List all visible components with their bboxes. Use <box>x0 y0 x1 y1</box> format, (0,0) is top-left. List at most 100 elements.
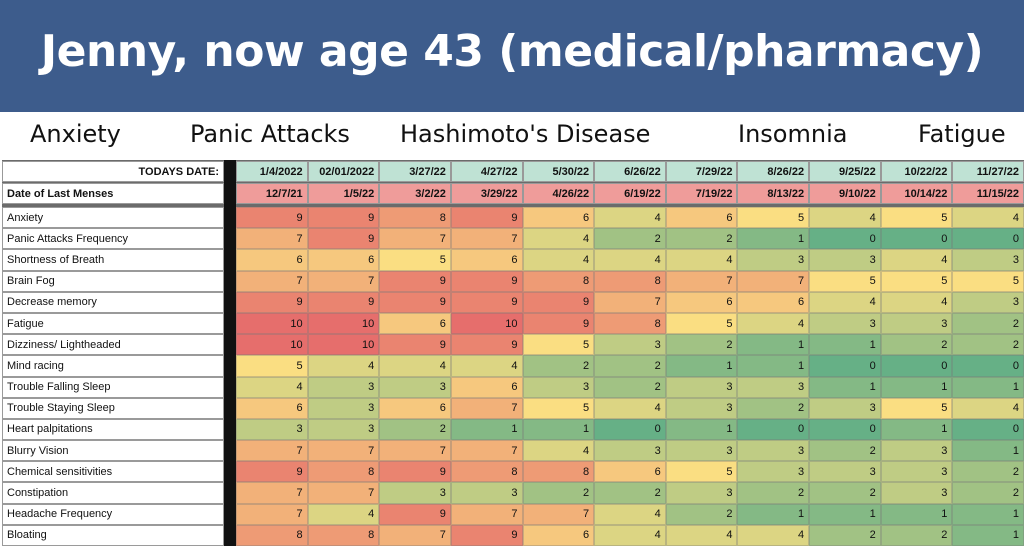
score-cell: 7 <box>450 440 523 462</box>
score-cell: 9 <box>307 228 380 250</box>
score-cell: 4 <box>809 207 881 229</box>
date-header-label: TODAYS DATE: <box>2 161 224 182</box>
score-cell: 9 <box>379 291 451 313</box>
score-cell: 0 <box>952 418 1024 441</box>
menses-cell: 9/10/22 <box>809 183 881 204</box>
score-cell: 6 <box>665 207 738 229</box>
row-label: Chemical sensitivities <box>2 461 224 483</box>
score-cell: 1 <box>952 524 1024 546</box>
score-cell: 3 <box>809 461 881 483</box>
score-cell: 0 <box>880 355 953 377</box>
date-cell: 9/25/22 <box>809 161 881 182</box>
score-cell: 3 <box>880 482 953 504</box>
score-cell: 4 <box>665 524 738 546</box>
score-cell: 10 <box>236 312 308 335</box>
menses-cell: 10/14/22 <box>880 183 953 204</box>
score-cell: 1 <box>952 440 1024 462</box>
score-cell: 3 <box>737 461 810 483</box>
score-cell: 3 <box>665 440 738 462</box>
score-cell: 1 <box>737 503 810 525</box>
score-cell: 2 <box>665 334 738 356</box>
menses-cell: 3/29/22 <box>450 183 523 204</box>
row-label: Heart palpitations <box>2 418 224 441</box>
score-cell: 3 <box>737 440 810 462</box>
row-label: Anxiety <box>2 207 224 229</box>
score-cell: 3 <box>737 376 810 398</box>
score-cell: 8 <box>594 270 666 292</box>
score-cell: 5 <box>809 270 881 292</box>
score-cell: 3 <box>665 376 738 398</box>
row-label: Brain Fog <box>2 270 224 292</box>
score-cell: 6 <box>522 524 595 546</box>
score-cell: 7 <box>737 270 810 292</box>
score-cell: 4 <box>450 355 523 377</box>
score-cell: 0 <box>737 418 810 441</box>
score-cell: 9 <box>379 334 451 356</box>
score-cell: 3 <box>809 397 881 419</box>
score-cell: 6 <box>379 312 451 335</box>
score-cell: 2 <box>665 503 738 525</box>
menses-cell: 8/13/22 <box>737 183 810 204</box>
score-cell: 9 <box>236 291 308 313</box>
condition-label: Anxiety <box>30 120 121 148</box>
date-cell: 11/27/22 <box>952 161 1024 182</box>
score-cell: 7 <box>450 397 523 419</box>
score-cell: 7 <box>594 291 666 313</box>
row-label: Trouble Falling Sleep <box>2 376 224 398</box>
row-label: Constipation <box>2 482 224 504</box>
score-cell: 6 <box>522 207 595 229</box>
score-cell: 5 <box>952 270 1024 292</box>
date-cell: 1/4/2022 <box>236 161 308 182</box>
row-label: Decrease memory <box>2 291 224 313</box>
score-cell: 10 <box>307 334 380 356</box>
condition-label: Fatigue <box>918 120 1006 148</box>
score-cell: 6 <box>236 249 308 271</box>
score-cell: 3 <box>952 249 1024 271</box>
score-cell: 3 <box>307 376 380 398</box>
score-cell: 8 <box>594 312 666 335</box>
score-cell: 7 <box>236 482 308 504</box>
score-cell: 7 <box>307 270 380 292</box>
score-cell: 4 <box>307 355 380 377</box>
date-cell: 8/26/22 <box>737 161 810 182</box>
score-cell: 3 <box>880 440 953 462</box>
menses-cell: 1/5/22 <box>307 183 380 204</box>
symptom-table: TODAYS DATE: Date of Last Menses 1/4/2022 1… <box>2 160 1024 546</box>
row-label: Mind racing <box>2 355 224 377</box>
date-cell: 4/27/22 <box>450 161 523 182</box>
score-cell: 8 <box>522 270 595 292</box>
score-cell: 2 <box>809 482 881 504</box>
condition-label: Insomnia <box>738 120 848 148</box>
score-cell: 1 <box>737 334 810 356</box>
menses-cell: 7/19/22 <box>665 183 738 204</box>
score-cell: 6 <box>450 249 523 271</box>
score-cell: 5 <box>880 270 953 292</box>
score-cell: 7 <box>379 524 451 546</box>
score-cell: 7 <box>236 440 308 462</box>
score-cell: 0 <box>952 355 1024 377</box>
score-cell: 1 <box>665 418 738 441</box>
date-cell: 3/27/22 <box>379 161 451 182</box>
row-label: Blurry Vision <box>2 440 224 462</box>
row-label: Trouble Staying Sleep <box>2 397 224 419</box>
score-cell: 7 <box>379 228 451 250</box>
score-cell: 5 <box>522 397 595 419</box>
score-cell: 5 <box>880 397 953 419</box>
score-cell: 9 <box>450 524 523 546</box>
date-cell: 02/01/2022 <box>307 161 380 182</box>
score-cell: 9 <box>379 461 451 483</box>
score-cell: 2 <box>952 482 1024 504</box>
score-cell: 3 <box>307 397 380 419</box>
score-cell: 4 <box>880 291 953 313</box>
score-cell: 1 <box>665 355 738 377</box>
score-cell: 6 <box>307 249 380 271</box>
score-cell: 9 <box>450 207 523 229</box>
score-cell: 4 <box>594 503 666 525</box>
score-cell: 3 <box>236 418 308 441</box>
score-cell: 1 <box>880 376 953 398</box>
score-cell: 6 <box>665 291 738 313</box>
separator-bar <box>224 160 236 546</box>
score-cell: 4 <box>665 249 738 271</box>
score-cell: 4 <box>594 249 666 271</box>
